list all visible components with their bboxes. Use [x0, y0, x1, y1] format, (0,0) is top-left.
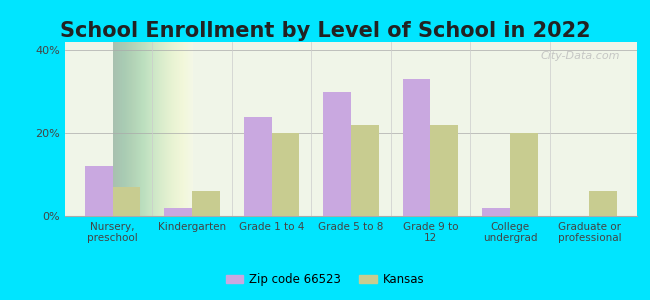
Bar [85, 166, 112, 216]
Bar [323, 92, 351, 216]
Bar [164, 208, 192, 216]
Bar [272, 133, 300, 216]
Legend: Zip code 66523, Kansas: Zip code 66523, Kansas [221, 269, 429, 291]
Bar [192, 191, 220, 216]
Bar [590, 191, 617, 216]
Bar [112, 187, 140, 216]
Bar [510, 133, 538, 216]
Bar [244, 117, 272, 216]
Bar [351, 125, 379, 216]
Bar [430, 125, 458, 216]
Text: School Enrollment by Level of School in 2022: School Enrollment by Level of School in … [60, 21, 590, 41]
Bar [482, 208, 510, 216]
Text: City-Data.com: City-Data.com [540, 51, 620, 61]
Bar [402, 79, 430, 216]
